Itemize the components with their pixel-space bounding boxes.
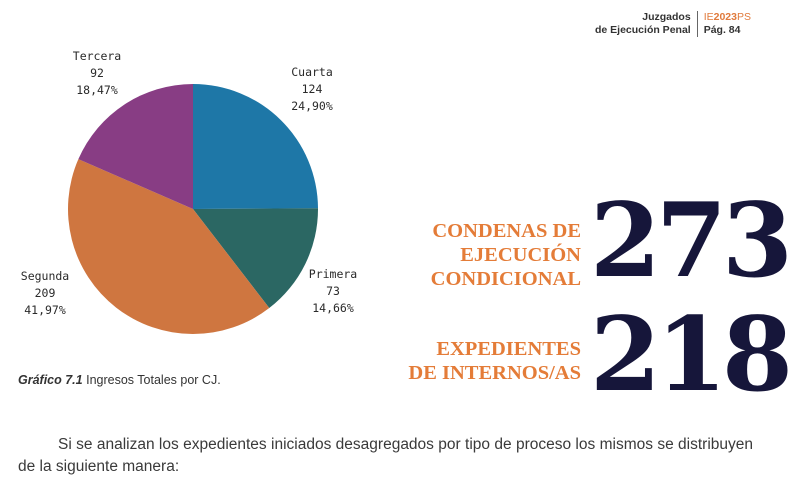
stat-expedientes-line: EXPEDIENTES bbox=[436, 338, 581, 360]
stat-condenas-value: 273 bbox=[590, 181, 793, 301]
pie-label-segunda: Segunda 209 41,97% bbox=[21, 269, 69, 317]
header-line2: de Ejecución Penal bbox=[595, 24, 691, 36]
header-meta: IE2023PS Pág. 84 bbox=[698, 11, 751, 37]
pie-slice-primera bbox=[193, 208, 318, 309]
pie-chart: Cuarta 124 24,90% Primera 73 14,66% Segunda 209… bbox=[21, 49, 357, 335]
pie-slice-tercera bbox=[78, 84, 193, 209]
pie-label-primera: Primera 73 14,66% bbox=[309, 267, 357, 315]
header-code: IE2023PS bbox=[704, 11, 751, 24]
stat-condenas-label: CONDENAS DE EJECUCIÓN CONDICIONAL bbox=[321, 219, 581, 291]
stat-condenas-line: EJECUCIÓN bbox=[460, 244, 581, 266]
chart-caption: Gráfico 7.1 Ingresos Totales por CJ. bbox=[18, 373, 221, 387]
pie-label-cuarta: Cuarta 124 24,90% bbox=[291, 65, 333, 113]
body-paragraph: Si se analizan los expedientes iniciados… bbox=[18, 435, 753, 475]
pie-label-tercera: Tercera 92 18,47% bbox=[73, 49, 121, 97]
header-org: Juzgados de Ejecución Penal bbox=[595, 11, 697, 37]
stat-condenas-line: CONDENAS DE bbox=[432, 220, 581, 242]
header-code-suffix: PS bbox=[736, 11, 751, 23]
header-page: Pág. 84 bbox=[703, 24, 741, 36]
pie-slice-segunda bbox=[68, 159, 270, 335]
stat-condenas-line: CONDICIONAL bbox=[430, 268, 581, 290]
header-line1: Juzgados bbox=[642, 11, 691, 23]
stat-expedientes-label: EXPEDIENTES DE INTERNOS/AS bbox=[321, 337, 581, 385]
caption-number: Gráfico 7.1 bbox=[18, 373, 83, 387]
header-divider bbox=[696, 11, 698, 37]
pie-slice-cuarta bbox=[193, 84, 318, 209]
stat-expedientes-value: 218 bbox=[590, 295, 793, 415]
page-header: Juzgados de Ejecución Penal IE2023PS Pág… bbox=[595, 11, 751, 37]
header-code-year: 2023 bbox=[713, 11, 737, 23]
stat-expedientes-line: DE INTERNOS/AS bbox=[408, 362, 581, 384]
header-code-prefix: IE bbox=[703, 11, 714, 23]
caption-text: Ingresos Totales por CJ. bbox=[86, 373, 221, 387]
